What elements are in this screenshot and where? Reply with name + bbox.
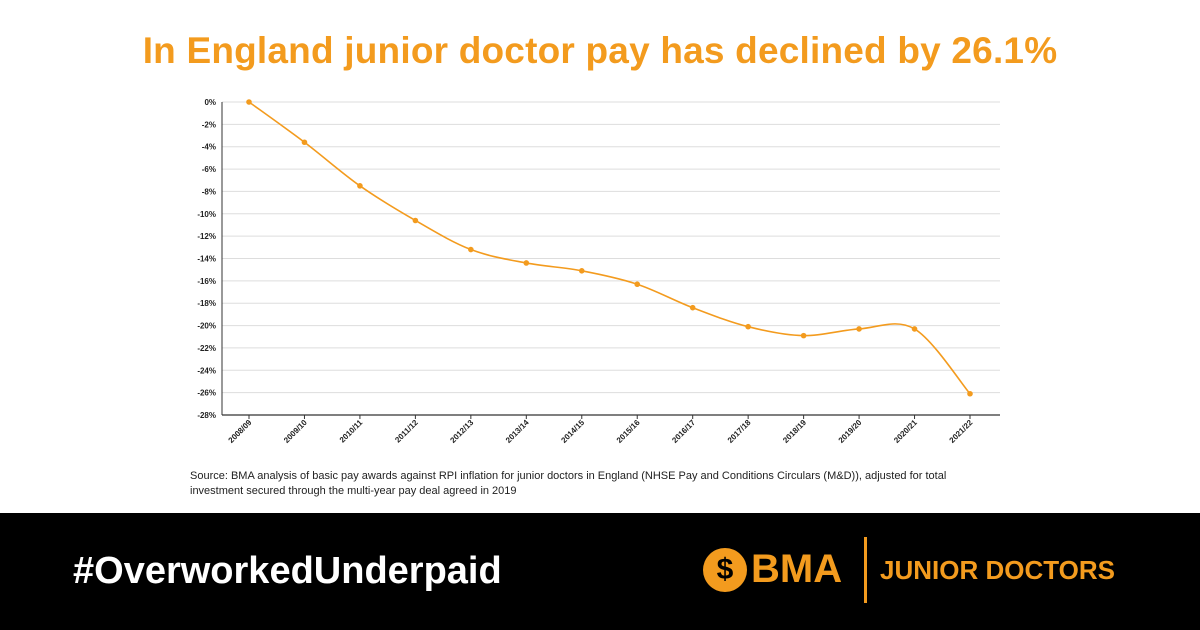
y-tick-label: -8% xyxy=(202,187,216,196)
data-point xyxy=(578,267,585,274)
y-tick-label: -10% xyxy=(197,210,216,219)
x-tick-label: 2009/10 xyxy=(282,418,309,445)
y-tick-label: -26% xyxy=(197,389,216,398)
x-tick-label: 2014/15 xyxy=(559,418,586,445)
hashtag-text: #OverworkedUnderpaid xyxy=(73,550,502,592)
data-point xyxy=(745,323,751,330)
y-tick-label: -14% xyxy=(197,255,216,264)
y-tick-label: -6% xyxy=(202,165,216,174)
x-tick-label: 2011/12 xyxy=(393,418,420,445)
brand-subtitle: JUNIOR DOCTORS xyxy=(880,555,1115,585)
data-point xyxy=(856,326,862,332)
y-tick-label: -2% xyxy=(202,120,216,129)
axes xyxy=(221,102,1000,419)
x-tick-label: 2019/20 xyxy=(837,418,864,445)
x-tick-label: 2020/21 xyxy=(892,418,919,445)
y-tick-label: -28% xyxy=(197,411,216,420)
data-point xyxy=(523,260,530,266)
y-tick-label: -18% xyxy=(197,299,216,308)
data-point xyxy=(301,139,308,146)
y-tick-label: 0% xyxy=(204,98,216,107)
x-tick-label: 2013/14 xyxy=(504,418,531,445)
x-tick-label: 2015/16 xyxy=(615,418,642,445)
x-tick-label: 2017/18 xyxy=(726,418,753,445)
y-tick-label: -24% xyxy=(197,366,216,375)
series-pay-change xyxy=(246,99,973,397)
series-line xyxy=(248,101,971,395)
data-point xyxy=(468,246,474,253)
x-tick-label: 2012/13 xyxy=(448,418,475,445)
y-tick-label: -16% xyxy=(197,277,216,286)
data-point xyxy=(634,281,641,288)
footer-bar: #OverworkedUnderpaid $ BMA JUNIOR DOCTOR… xyxy=(0,513,1200,630)
data-point xyxy=(911,326,918,332)
x-tick-labels: 2008/09 2009/10 2010/11 2011/12 2012/13 2013/… xyxy=(227,418,975,445)
data-point xyxy=(412,217,419,224)
data-point xyxy=(967,390,973,397)
chart-title: In England junior doctor pay has decline… xyxy=(142,30,1058,71)
x-tick-label: 2018/19 xyxy=(781,418,808,445)
y-tick-label: -4% xyxy=(202,143,216,152)
data-point xyxy=(689,304,696,311)
brand-divider xyxy=(864,537,867,603)
source-note: Source: BMA analysis of basic pay awards… xyxy=(190,470,947,497)
line-chart: 0% -2% -4% -6% -8% -10% -12% -14% -16% -18% -20% -2… xyxy=(197,98,1000,445)
data-point xyxy=(246,99,252,105)
grid-lines xyxy=(222,101,1000,394)
bma-emblem-icon: $ xyxy=(703,547,747,592)
x-tick-label: 2016/17 xyxy=(670,418,697,445)
y-tick-label: -12% xyxy=(197,232,216,241)
y-tick-labels: 0% -2% -4% -6% -8% -10% -12% -14% -16% -18% -20% -2… xyxy=(197,98,216,420)
y-tick-label: -22% xyxy=(197,344,216,353)
data-point xyxy=(800,332,807,339)
data-point xyxy=(357,183,363,189)
bma-logo: $ BMA xyxy=(703,547,842,592)
x-tick-label: 2010/11 xyxy=(338,418,365,445)
x-tick-label: 2021/22 xyxy=(948,418,975,445)
bma-logo-text: BMA xyxy=(751,547,843,591)
y-tick-label: -20% xyxy=(197,322,216,331)
x-tick-label: 2008/09 xyxy=(227,418,254,445)
